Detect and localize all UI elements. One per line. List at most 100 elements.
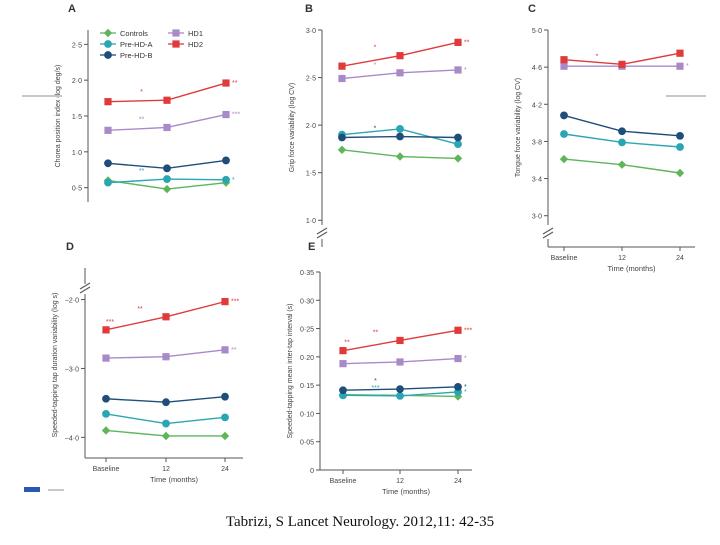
legend-label: Pre-HD-A bbox=[120, 40, 153, 49]
significance-label: * bbox=[374, 126, 377, 133]
y-axis-label: Chorea position index (log deg/s) bbox=[55, 65, 62, 168]
legend-marker bbox=[103, 28, 113, 38]
y-tick-label: 3·0 bbox=[306, 28, 316, 35]
significance-label: * bbox=[464, 67, 467, 74]
y-tick-label: 4·2 bbox=[532, 102, 542, 109]
panel-d: D −4·0 −3·0 −2·0 Speeded-tapping tap duratio… bbox=[52, 241, 243, 484]
data-point-hd2 bbox=[162, 313, 170, 321]
legend-label: HD2 bbox=[188, 40, 203, 49]
data-point-pre-hd-b bbox=[338, 133, 346, 142]
legend-item-pre-hd-b: Pre-HD-B bbox=[100, 51, 153, 60]
significance-label: * bbox=[464, 384, 467, 391]
y-tick-label: 3·0 bbox=[532, 214, 542, 221]
y-tick-label: 2·0 bbox=[72, 78, 82, 85]
data-point-pre-hd-a bbox=[618, 138, 626, 147]
significance-label: *** bbox=[464, 327, 472, 334]
data-point-hd1 bbox=[396, 358, 404, 366]
data-point-hd1 bbox=[222, 110, 230, 119]
x-tick-label: 24 bbox=[676, 255, 684, 262]
data-point-pre-hd-b bbox=[104, 159, 112, 168]
data-point-hd1 bbox=[454, 354, 462, 363]
significance-label: ** bbox=[232, 80, 238, 87]
series-pre-hd-b: * bbox=[338, 126, 462, 142]
series-hd1: ** bbox=[338, 62, 467, 83]
data-point-hd1 bbox=[221, 346, 229, 354]
data-point-pre-hd-b bbox=[454, 133, 462, 142]
data-point-pre-hd-a bbox=[163, 175, 171, 183]
data-point-pre-hd-a bbox=[102, 410, 110, 418]
y-tick-label: 0·20 bbox=[300, 355, 314, 362]
data-point-pre-hd-b bbox=[454, 382, 462, 391]
series-hd2: * bbox=[560, 49, 684, 68]
data-point-hd2 bbox=[338, 62, 346, 70]
series-pre-hd-a: *** bbox=[104, 168, 235, 187]
significance-label: ** bbox=[344, 340, 350, 347]
data-point-hd1 bbox=[454, 66, 462, 74]
data-point-controls bbox=[395, 152, 405, 161]
legend-marker bbox=[104, 51, 112, 59]
series-hd2: *** bbox=[104, 79, 238, 106]
data-point-pre-hd-a bbox=[676, 143, 684, 151]
data-point-pre-hd-b bbox=[560, 111, 568, 120]
data-point-pre-hd-b bbox=[618, 127, 626, 136]
significance-label: ** bbox=[139, 168, 145, 175]
axis-break-mark bbox=[316, 231, 328, 239]
data-point-controls bbox=[453, 154, 463, 163]
significance-label: * bbox=[596, 53, 599, 60]
significance-label: * bbox=[232, 177, 235, 184]
data-point-pre-hd-a bbox=[221, 413, 229, 422]
series-controls bbox=[559, 154, 685, 178]
y-tick-label: 1·0 bbox=[72, 150, 82, 157]
x-axis-label: Time (months) bbox=[607, 264, 656, 273]
data-point-hd2 bbox=[676, 49, 684, 57]
data-point-pre-hd-a bbox=[396, 391, 404, 400]
data-point-hd2 bbox=[221, 298, 229, 306]
data-point-pre-hd-a bbox=[560, 130, 568, 138]
legend-item-controls: Controls bbox=[100, 28, 148, 38]
data-point-hd2 bbox=[102, 326, 110, 334]
x-axis-label: Time (months) bbox=[150, 475, 199, 484]
series-controls bbox=[101, 426, 230, 441]
x-tick-label: 12 bbox=[618, 255, 626, 262]
series-hd1: ***** bbox=[104, 110, 240, 134]
data-point-hd1 bbox=[396, 69, 404, 77]
series-pre-hd-b bbox=[104, 156, 230, 173]
significance-label: ** bbox=[231, 347, 237, 354]
series-hd1: ** bbox=[102, 346, 237, 362]
data-point-pre-hd-b bbox=[676, 131, 684, 140]
x-axis-label: Time (months) bbox=[382, 487, 431, 496]
significance-label: ** bbox=[464, 39, 470, 46]
y-tick-label: 1·5 bbox=[72, 114, 82, 121]
data-point-hd1 bbox=[560, 62, 568, 70]
panel-letter: B bbox=[305, 3, 313, 15]
data-point-pre-hd-b bbox=[102, 394, 110, 403]
data-point-controls bbox=[220, 431, 230, 441]
series-pre-hd-b bbox=[102, 392, 229, 407]
axis-break-mark bbox=[79, 286, 91, 294]
significance-label: ** bbox=[137, 306, 143, 313]
data-point-hd1 bbox=[676, 62, 684, 70]
y-tick-label: 1·5 bbox=[306, 171, 316, 178]
series-pre-hd-a bbox=[102, 410, 229, 428]
data-point-hd2 bbox=[339, 347, 347, 355]
data-point-pre-hd-b bbox=[162, 398, 170, 407]
axis-break-mark bbox=[542, 231, 554, 239]
legend-marker bbox=[104, 40, 112, 48]
panel-letter: C bbox=[528, 3, 536, 15]
y-tick-label: 3·8 bbox=[532, 139, 542, 146]
series-hd2: **** *** bbox=[339, 326, 472, 355]
y-tick-label: 2·5 bbox=[306, 76, 316, 83]
y-tick-label: 4·6 bbox=[532, 65, 542, 72]
axis-break-mark bbox=[79, 282, 91, 290]
significance-label: *** bbox=[232, 112, 240, 119]
series-hd2: ******** bbox=[102, 298, 239, 334]
series-pre-hd-a bbox=[560, 130, 684, 151]
data-point-hd1 bbox=[338, 74, 346, 83]
y-tick-label: −4·0 bbox=[65, 435, 79, 442]
y-tick-label: 0·25 bbox=[300, 327, 314, 334]
panel-c: C 3·0 3·4 3·8 4·2 4·6 5·0 Tongue force variabil… bbox=[515, 3, 695, 273]
y-tick-label: 1·0 bbox=[306, 218, 316, 225]
chart-legend: Controls Pre-HD-A Pre-HD-B HD1 HD2 bbox=[100, 28, 203, 60]
data-point-pre-hd-b bbox=[339, 386, 347, 395]
